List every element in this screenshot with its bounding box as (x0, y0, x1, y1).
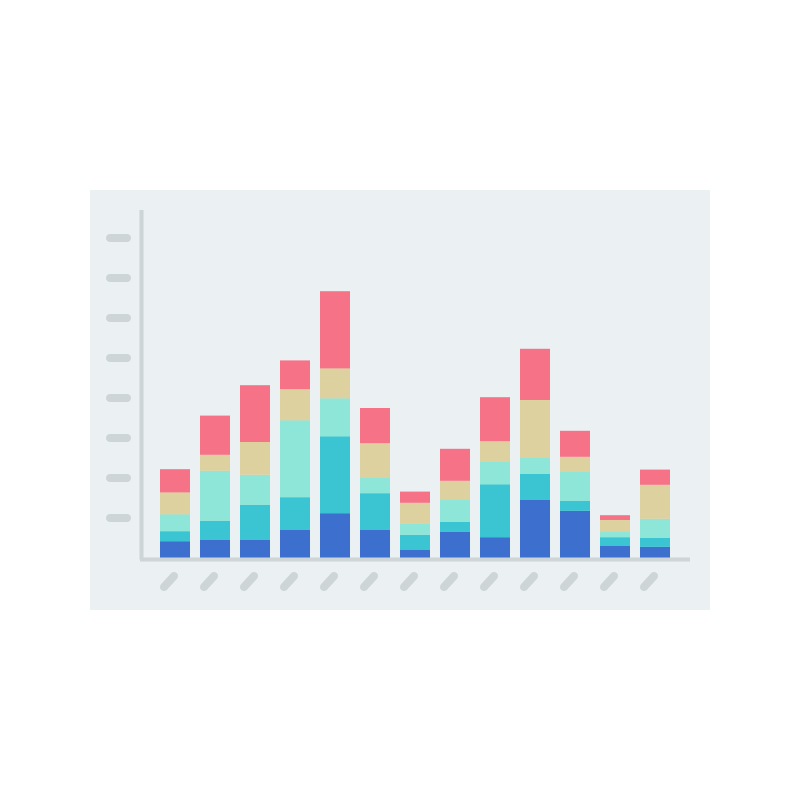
bar-segment (320, 368, 350, 399)
x-tick-placeholder (440, 572, 458, 591)
bar-segment (320, 513, 350, 558)
x-tick-placeholder (560, 572, 578, 591)
bar-segment (640, 518, 670, 538)
bar-segment (400, 523, 430, 535)
bar-segment (200, 470, 230, 521)
bar-segment (520, 500, 550, 558)
bar-segment (640, 484, 670, 519)
axes (139, 210, 690, 562)
x-tick-placeholder (240, 572, 258, 591)
bar-segment (440, 480, 470, 500)
bar-stack (280, 360, 310, 558)
bar-stack (240, 385, 270, 558)
bar-segment (520, 474, 550, 500)
bar-segment (160, 531, 190, 542)
bar-segment (200, 540, 230, 558)
bar-segment (480, 537, 510, 558)
bar-segment (560, 500, 590, 511)
bar-segment (600, 520, 630, 532)
bar-segment (600, 515, 630, 520)
bar-segment (480, 397, 510, 442)
x-tick-placeholder (520, 572, 538, 591)
bar-segment (360, 408, 390, 444)
bar-segment (240, 385, 270, 442)
bar-segment (160, 514, 190, 532)
x-tick-placeholder (200, 572, 218, 591)
bar-segment (240, 540, 270, 558)
bar-segment (480, 461, 510, 485)
bar-segment (520, 400, 550, 458)
bar-segment (440, 522, 470, 532)
x-tick-placeholder (320, 572, 338, 591)
bar-segment (280, 530, 310, 558)
bar-segment (640, 538, 670, 547)
x-tick-placeholder (400, 572, 418, 591)
bar-stack (520, 348, 550, 558)
bar-segment (360, 443, 390, 478)
bar-segment (280, 420, 310, 498)
bar-segment (520, 348, 550, 400)
bar-segment (200, 520, 230, 540)
bar-segment (600, 546, 630, 558)
bar-stacks (160, 291, 670, 558)
x-tick-placeholder (600, 572, 618, 591)
bar-segment (560, 472, 590, 501)
bar-segment (320, 398, 350, 437)
bar-segment (240, 504, 270, 540)
bar-stack (600, 515, 630, 558)
bar-segment (400, 491, 430, 503)
bar-segment (440, 532, 470, 558)
bar-stack (640, 469, 670, 558)
bar-segment (160, 541, 190, 558)
bar-stack (560, 430, 590, 558)
bar-segment (240, 474, 270, 505)
bar-segment (240, 442, 270, 475)
x-tick-placeholder (480, 572, 498, 591)
bar-segment (600, 537, 630, 546)
bar-segment (560, 430, 590, 457)
bar-stack (400, 491, 430, 558)
bar-stack (160, 469, 190, 558)
bar-stack (480, 397, 510, 558)
bar-stack (440, 448, 470, 558)
bar-segment (160, 469, 190, 493)
bar-stack (360, 408, 390, 558)
bar-segment (200, 454, 230, 471)
bar-segment (520, 458, 550, 474)
bar-segment (440, 500, 470, 522)
x-tick-placeholder (640, 572, 658, 591)
bar-segment (160, 492, 190, 515)
bar-segment (280, 360, 310, 390)
bar-segment (400, 534, 430, 550)
bar-stack (200, 415, 230, 558)
bar-segment (320, 291, 350, 369)
bar-segment (360, 493, 390, 530)
bar-segment (360, 477, 390, 494)
bar-segment (400, 502, 430, 524)
bar-segment (600, 531, 630, 538)
x-tick-placeholders (160, 572, 658, 591)
bar-segment (480, 441, 510, 462)
bar-segment (440, 448, 470, 481)
bar-segment (320, 436, 350, 514)
bar-segment (560, 456, 590, 472)
bar-segment (400, 550, 430, 558)
bar-segment (360, 530, 390, 558)
bar-segment (280, 497, 310, 530)
bar-segment (480, 484, 510, 538)
bar-segment (200, 415, 230, 455)
bar-segment (640, 546, 670, 558)
bar-segment (560, 510, 590, 558)
x-tick-placeholder (360, 572, 378, 591)
x-tick-placeholder (160, 572, 178, 591)
bar-segment (640, 469, 670, 485)
bar-stack (320, 291, 350, 558)
y-tick-placeholders (106, 234, 131, 522)
x-tick-placeholder (280, 572, 298, 591)
bar-segment (280, 389, 310, 421)
